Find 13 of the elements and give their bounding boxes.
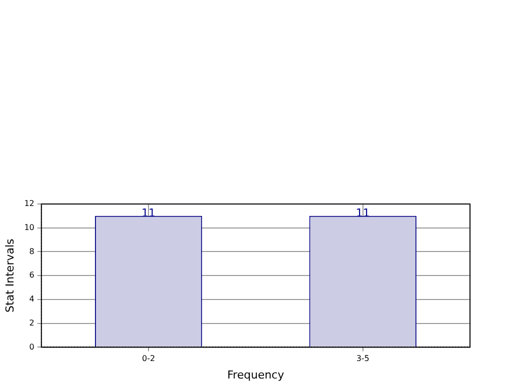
data-label: 11 [356, 206, 370, 220]
x-tick-label: 3-5 [356, 354, 370, 364]
data-label: 11 [142, 206, 156, 220]
x-tick-label: 0-2 [142, 354, 156, 364]
y-tick-label: 10 [24, 222, 34, 232]
y-axis-title: Stat Intervals [3, 238, 16, 312]
y-tick-label: 8 [29, 246, 34, 256]
x-axis-title: Frequency [227, 368, 285, 382]
y-tick-label: 0 [29, 342, 34, 352]
y-tick-label: 4 [29, 294, 34, 304]
y-tick-label: 6 [29, 270, 34, 280]
y-tick-label: 2 [29, 318, 34, 328]
y-tick-label: 12 [24, 199, 34, 208]
